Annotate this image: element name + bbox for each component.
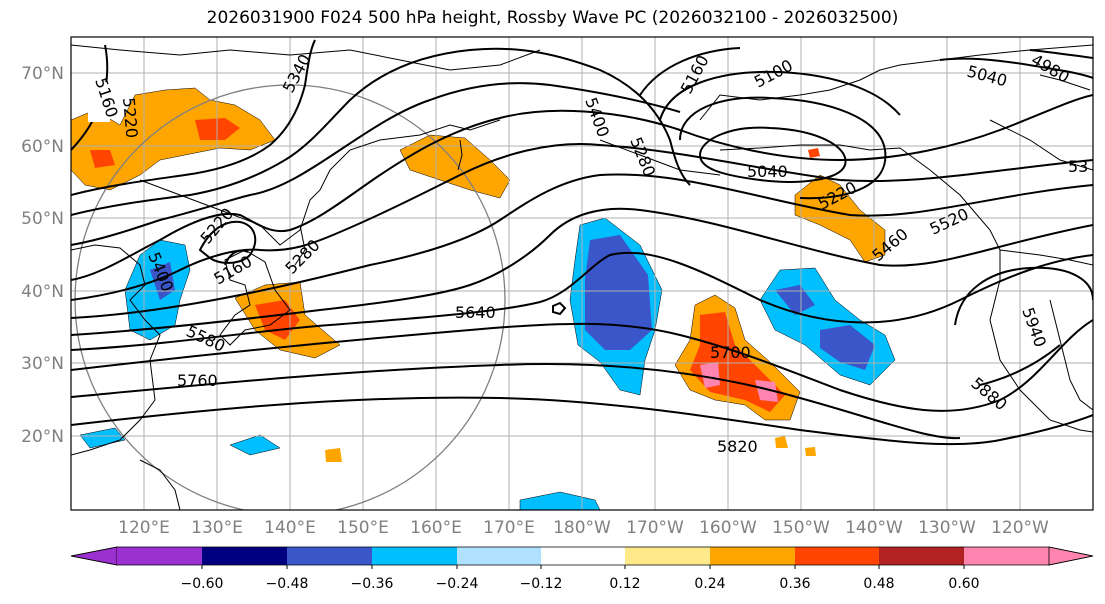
lon-label: 140°E (264, 518, 316, 538)
colorbar-segment (202, 547, 287, 565)
anomaly-negative-region (229, 434, 281, 456)
map-frame (70, 36, 1094, 511)
anomaly-negative-region (820, 325, 875, 370)
anomaly-positive-region (755, 380, 778, 402)
map-title: 2026031900 F024 500 hPa height, Rossby W… (206, 8, 899, 28)
anomaly-shading (71, 87, 896, 510)
colorbar-extend-low (70, 546, 118, 566)
colorbar-segment (625, 547, 710, 565)
colorbar-outline (70, 546, 1094, 566)
contour-label: 5820 (717, 437, 758, 456)
colorbar-tick-label: −0.48 (266, 576, 309, 592)
lon-label: 160°W (699, 518, 757, 538)
lat-label: 30°N (21, 354, 64, 374)
lon-label: 170°E (483, 518, 535, 538)
lat-label: 20°N (21, 427, 64, 447)
colorbar-segment (541, 547, 625, 565)
anomaly-positive-region (325, 448, 342, 462)
latitude-labels: 20°N 30°N 40°N 50°N 60°N 70°N (21, 64, 64, 447)
colorbar-tick-label: 0.60 (948, 576, 979, 592)
colorbar-segment (795, 547, 879, 565)
lon-label: 150°W (772, 518, 830, 538)
contour-label: 5040 (747, 162, 788, 181)
contour-label: 5760 (177, 371, 218, 390)
lon-label: 180°W (553, 518, 611, 538)
lon-label: 130°W (918, 518, 976, 538)
anomaly-negative-region (519, 491, 601, 510)
lon-label: 150°E (337, 518, 389, 538)
anomaly-negative-region (775, 285, 815, 315)
graticule (71, 37, 1093, 510)
colorbar-tick-label: −0.60 (181, 576, 224, 592)
colorbar-ticks (201, 565, 965, 569)
colorbar-segment (457, 547, 541, 565)
colorbar-tick-label: −0.24 (436, 576, 479, 592)
colorbar-tick-label: −0.12 (520, 576, 563, 592)
lon-label: 160°E (410, 518, 462, 538)
lon-label: 120°E (118, 518, 170, 538)
lon-label: 140°W (845, 518, 903, 538)
contour-label: 5700 (710, 343, 751, 362)
anomaly-positive-region (700, 362, 720, 388)
lat-label: 60°N (21, 137, 64, 157)
lon-label: 130°E (191, 518, 243, 538)
anomaly-negative-region (79, 427, 126, 449)
colorbar-segment (964, 547, 1049, 565)
colorbar: −0.60 −0.48 −0.36 −0.24 −0.12 0.12 0.24 … (70, 546, 1094, 592)
colorbar-tick-label: −0.36 (351, 576, 394, 592)
coastlines (71, 44, 1093, 510)
colorbar-segment (710, 547, 795, 565)
colorbar-segment (372, 547, 457, 565)
lat-label: 70°N (21, 64, 64, 84)
anomaly-positive-region (775, 436, 788, 448)
map-area: 5160 5220 5340 5400 5160 5100 5040 4980 … (71, 37, 1093, 510)
longitude-labels: 120°E 130°E 140°E 150°E 160°E 170°E 180°… (118, 518, 1049, 538)
contour-label: 53 (1068, 157, 1088, 176)
colorbar-tick-label: 0.48 (863, 576, 894, 592)
anomaly-positive-region (90, 150, 115, 168)
colorbar-tick-label: 0.24 (694, 576, 725, 592)
anomaly-positive-region (808, 148, 820, 158)
anomaly-negative-region (585, 235, 652, 350)
lat-label: 50°N (21, 209, 64, 229)
colorbar-segment (117, 547, 202, 565)
contour-label: 5220 (119, 97, 141, 139)
colorbar-extend-high (1048, 546, 1094, 566)
anomaly-positive-region (805, 447, 816, 456)
colorbar-tick-label: 0.36 (779, 576, 810, 592)
lat-label: 40°N (21, 282, 64, 302)
contour-label: 5640 (455, 303, 496, 322)
colorbar-segment (287, 547, 372, 565)
colorbar-segment (879, 547, 964, 565)
colorbar-tick-label: 0.12 (609, 576, 640, 592)
height-contours (71, 39, 1093, 446)
lon-label: 170°W (626, 518, 684, 538)
lon-label: 120°W (991, 518, 1049, 538)
